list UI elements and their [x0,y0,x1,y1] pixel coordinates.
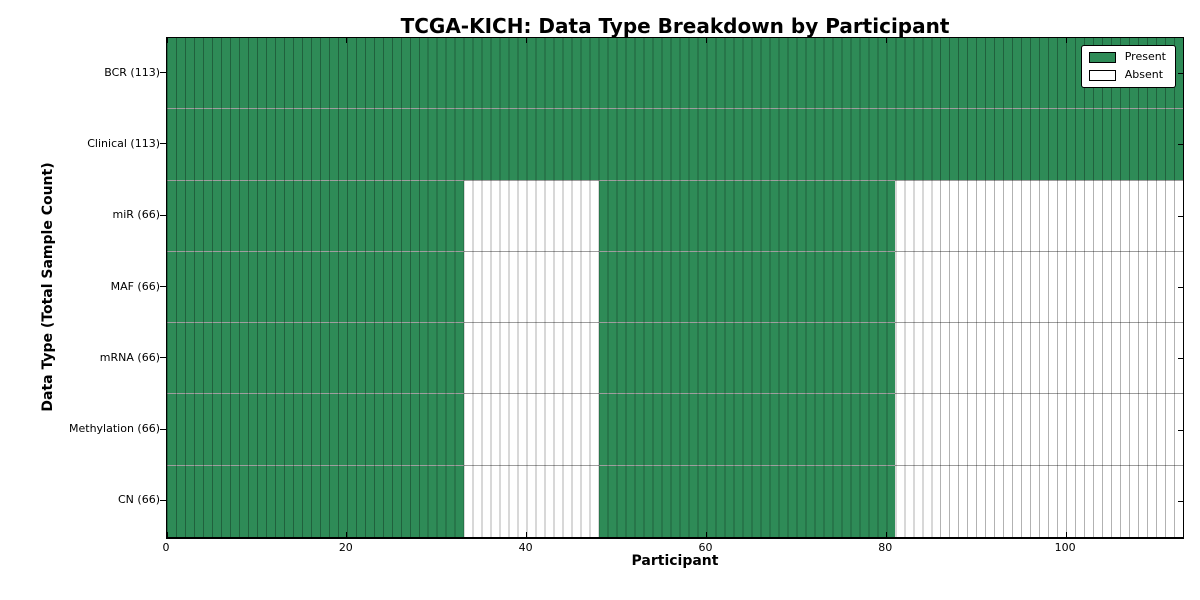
present-segment [167,465,464,537]
y-tick-mark [160,357,166,359]
present-segment [167,180,464,251]
x-tick-mark [1065,38,1067,43]
heatmap-row [167,180,1183,252]
y-tick-mark [160,214,166,216]
x-tick-label: 0 [162,541,170,554]
legend-absent-label: Absent [1124,68,1164,81]
y-tick-mark [160,72,166,74]
y-tick-label: Methylation (66) [69,422,160,436]
x-tick-label: 80 [878,541,893,554]
present-segment [598,394,896,465]
y-tick-mark [160,286,166,287]
chart-title: TCGA-KICH: Data Type Breakdown by Partic… [400,14,950,38]
heatmap-row [167,109,1183,181]
legend-present-label: Present [1124,50,1166,63]
x-tick-mark [346,532,348,537]
y-tick-mark [1178,500,1183,502]
present-segment [167,394,464,465]
present-segment [598,251,896,323]
x-tick-label: 60 [698,541,713,554]
y-tick-mark [1178,215,1183,217]
heatmap-row [167,38,1183,110]
x-tick-mark [885,532,887,537]
y-tick-mark [1178,144,1183,146]
x-tick-mark [885,38,887,43]
y-tick-label: CN (66) [118,493,160,507]
y-tick-label: Clinical (113) [87,136,160,150]
legend: Present Absent [1080,45,1176,88]
y-tick-mark [1178,73,1183,75]
present-segment [598,180,896,251]
x-tick-mark [705,532,707,537]
y-tick-mark [1178,429,1183,431]
x-tick-mark [1065,532,1067,537]
y-tick-label: miR (66) [112,208,161,222]
present-segment [598,465,896,537]
legend-present-swatch [1088,51,1116,63]
y-tick-mark [160,143,166,145]
y-tick-label: mRNA (66) [99,350,160,364]
plot-area: Present Absent [166,37,1184,539]
x-tick-mark [526,38,528,43]
x-tick-label: 100 [1054,541,1076,554]
heatmap-row [167,394,1183,466]
x-tick-mark [346,38,348,43]
x-tick-mark [526,532,528,537]
present-segment [167,38,1183,109]
y-tick-mark [160,428,166,430]
present-segment [167,251,464,323]
y-tick-mark [1178,287,1183,288]
x-tick-mark [166,38,168,43]
heatmap-row [167,251,1183,324]
present-segment [167,323,464,394]
legend-absent-swatch [1088,69,1116,81]
legend-entry-present: Present [1088,50,1166,63]
x-tick-label: 40 [518,541,533,554]
present-segment [598,323,896,394]
y-tick-mark [1178,358,1183,360]
x-tick-mark [705,38,707,43]
heatmap-row [167,465,1183,537]
x-axis-label: Participant [631,553,719,569]
y-tick-label: MAF (66) [110,279,160,293]
present-segment [167,109,1183,180]
x-tick-label: 20 [338,541,353,554]
heatmap-row [167,323,1183,395]
x-tick-mark [166,532,168,537]
y-tick-label: BCR (113) [104,65,160,79]
legend-entry-absent: Absent [1088,68,1166,81]
heatmap-rows [167,38,1183,537]
y-tick-mark [160,499,166,501]
